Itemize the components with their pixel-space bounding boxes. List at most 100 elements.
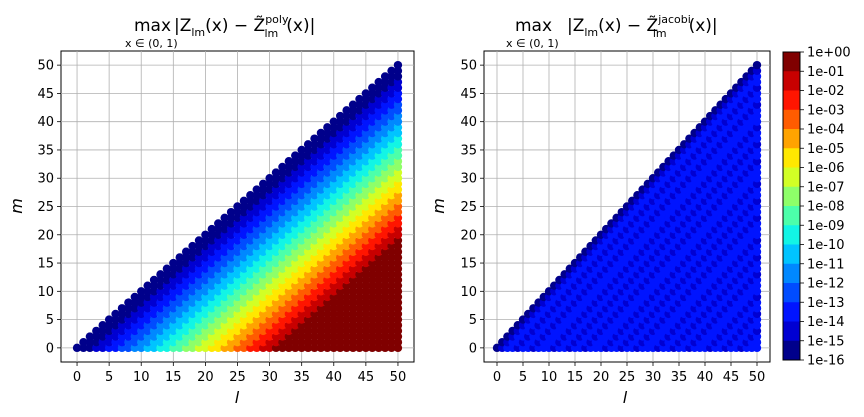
data-point: [233, 202, 242, 211]
colorbar-blocks: [783, 52, 800, 361]
colorbar-block: [783, 340, 800, 361]
colorbar-label: 1e-12: [807, 277, 845, 292]
colorbar-label: 1e-16: [807, 354, 845, 369]
colorbar-block: [783, 52, 800, 72]
colorbar-block: [783, 321, 800, 342]
xtick-label: 35: [293, 370, 310, 385]
colorbar-label: 1e-14: [807, 315, 845, 330]
xtick-label: 35: [671, 370, 688, 385]
data-point: [92, 326, 101, 336]
data-point: [79, 338, 88, 347]
ytick-label: 50: [37, 59, 54, 74]
data-point: [271, 168, 281, 177]
xtick-label: 45: [358, 370, 375, 385]
data-point: [380, 72, 390, 81]
ytick-label: 15: [37, 257, 54, 272]
left-panel: 0 5 10 15 20 25 30 35 40 45 50 0 5 10 15 20 25 30 35 40 45 5…: [7, 13, 415, 407]
xtick-label: 20: [593, 370, 610, 385]
xtick-label: 30: [645, 370, 662, 385]
xtick-label: 0: [73, 370, 81, 385]
right-title-max: max: [515, 16, 552, 36]
data-point: [387, 66, 396, 75]
left-points: [72, 60, 403, 353]
data-point: [111, 309, 120, 319]
colorbar-block: [783, 244, 800, 265]
colorbar-block: [783, 90, 800, 111]
xtick-label: 25: [619, 370, 636, 385]
colorbar-label: 1e-08: [807, 200, 845, 215]
left-xlabel: l: [235, 388, 240, 407]
data-point: [361, 89, 371, 98]
data-point: [162, 264, 172, 273]
right-title: max x ∈ (0, 1) |Zlm(x) − Z̃jacobi lm (x)|: [506, 13, 718, 50]
data-point: [130, 292, 140, 302]
left-title-max: max: [134, 16, 171, 36]
colorbar-label: 1e-10: [807, 238, 845, 253]
xtick-label: 20: [197, 370, 214, 385]
colorbar-block: [783, 109, 800, 130]
colorbar-block: [783, 225, 800, 245]
left-title: max x ∈ (0, 1) |Zlm(x) − Z̃poly lm (x)|: [125, 13, 315, 50]
xtick-label: 40: [325, 370, 342, 385]
colorbar-label: 1e-06: [807, 161, 845, 176]
data-point: [342, 106, 351, 115]
data-point: [303, 140, 313, 149]
data-point: [316, 128, 326, 138]
data-point: [278, 162, 287, 172]
data-point: [72, 343, 82, 353]
data-point: [194, 236, 204, 245]
data-point: [117, 304, 127, 313]
left-ylabel: m: [7, 198, 26, 214]
xtick-label: 25: [229, 370, 246, 385]
colorbar-labels: 1e+00 1e-01 1e-02 1e-03 1e-04 1e-05 1e-06 1e-07…: [800, 46, 851, 369]
colorbar-label: 1e-11: [807, 257, 845, 272]
colorbar-block: [783, 283, 800, 303]
right-xlabel: l: [623, 388, 628, 407]
right-title-expr: |Zlm(x) − Z̃jacobi lm (x)|: [567, 13, 718, 40]
xtick-label: 5: [519, 370, 527, 385]
ytick-label: 40: [37, 115, 54, 130]
xtick-label: 45: [723, 370, 740, 385]
data-point: [169, 258, 178, 268]
colorbar-label: 1e-02: [807, 84, 845, 99]
colorbar-label: 1e-15: [807, 334, 845, 349]
right-title-under: x ∈ (0, 1): [506, 37, 559, 50]
colorbar-block: [783, 167, 800, 188]
xtick-label: 15: [567, 370, 584, 385]
right-xtick-labels: 0 5 10 15 20 25 30 35 40 45 50: [493, 370, 765, 385]
ytick-label: 30: [460, 172, 477, 187]
right-panel: 0 5 10 15 20 25 30 35 40 45 50 0 5 10 15 20 25 30 35 40 45 5…: [429, 13, 771, 407]
data-point: [258, 179, 268, 189]
ytick-label: 25: [460, 200, 477, 215]
right-points: [492, 60, 762, 353]
xtick-label: 50: [749, 370, 766, 385]
ytick-label: 30: [37, 172, 54, 187]
colorbar-block: [783, 71, 800, 91]
data-point: [368, 83, 377, 92]
ytick-label: 40: [460, 115, 477, 130]
data-point: [156, 270, 165, 279]
xtick-label: 30: [261, 370, 278, 385]
xtick-label: 15: [165, 370, 182, 385]
colorbar: 1e+00 1e-01 1e-02 1e-03 1e-04 1e-05 1e-06 1e-07…: [782, 46, 851, 369]
data-point: [98, 321, 107, 330]
data-point: [252, 185, 261, 194]
data-point: [374, 77, 383, 87]
data-point: [752, 60, 762, 70]
xtick-label: 40: [697, 370, 714, 385]
left-xtick-labels: 0 5 10 15 20 25 30 35 40 45 50: [73, 370, 406, 385]
colorbar-block: [783, 302, 800, 322]
data-point: [124, 298, 133, 307]
colorbar-label: 1e-04: [807, 123, 845, 138]
colorbar-label: 1e-01: [807, 65, 845, 80]
colorbar-label: 1e-07: [807, 180, 845, 195]
xtick-label: 10: [541, 370, 558, 385]
data-point: [265, 174, 274, 183]
ytick-label: 35: [460, 143, 477, 158]
data-point: [393, 60, 403, 70]
data-point: [85, 332, 95, 341]
ytick-label: 0: [46, 341, 54, 356]
ytick-label: 20: [460, 228, 477, 243]
left-title-expr: |Zlm(x) − Z̃poly lm (x)|: [174, 13, 315, 40]
